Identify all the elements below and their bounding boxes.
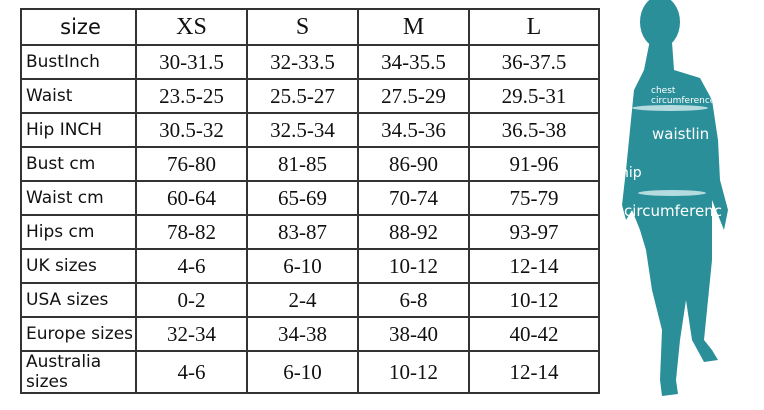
table-cell: 10-12 [357, 350, 470, 394]
table-cell: 78-82 [135, 214, 248, 250]
row-label: BustInch [20, 44, 137, 80]
table-cell: 91-96 [468, 146, 600, 182]
body-silhouette: chest circumference waistlin hip circumf… [600, 0, 764, 406]
hip-circumference-suffix: e [624, 218, 632, 232]
table-cell: 29.5-31 [468, 78, 600, 114]
table-cell: 6-10 [246, 248, 359, 284]
table-cell: 6-10 [246, 350, 359, 394]
row-label: Waist cm [20, 180, 137, 216]
header-size-col: XS [135, 8, 248, 46]
table-cell: 12-14 [468, 350, 600, 394]
table-row: Bust cm 76-80 81-85 86-90 91-96 [20, 146, 600, 182]
table-cell: 30-31.5 [135, 44, 248, 80]
row-label: Hips cm [20, 214, 137, 250]
table-cell: 32.5-34 [246, 112, 359, 148]
header-size: size [20, 8, 137, 46]
table-cell: 60-64 [135, 180, 248, 216]
table-cell: 27.5-29 [357, 78, 470, 114]
silhouette-icon [622, 0, 728, 396]
hip-label: hip [620, 165, 642, 181]
table-cell: 40-42 [468, 316, 600, 352]
header-row: size XS S M L [20, 8, 600, 46]
header-size-col: S [246, 8, 359, 46]
row-label: Australia sizes [20, 350, 137, 394]
table-cell: 76-80 [135, 146, 248, 182]
row-label: Hip INCH [20, 112, 137, 148]
table-cell: 4-6 [135, 248, 248, 284]
table-cell: 70-74 [357, 180, 470, 216]
table-cell: 32-34 [135, 316, 248, 352]
table-cell: 32-33.5 [246, 44, 359, 80]
table-cell: 34-38 [246, 316, 359, 352]
table-cell: 30.5-32 [135, 112, 248, 148]
table-cell: 93-97 [468, 214, 600, 250]
table-cell: 34-35.5 [357, 44, 470, 80]
table-cell: 12-14 [468, 248, 600, 284]
table-cell: 10-12 [468, 282, 600, 318]
table-row: UK sizes 4-6 6-10 10-12 12-14 [20, 248, 600, 284]
chest-label: chest [651, 86, 676, 96]
table-cell: 38-40 [357, 316, 470, 352]
row-label: UK sizes [20, 248, 137, 284]
row-label: Waist [20, 78, 137, 114]
table-cell: 6-8 [357, 282, 470, 318]
header-size-col: L [468, 8, 600, 46]
table-row: BustInch 30-31.5 32-33.5 34-35.5 36-37.5 [20, 44, 600, 80]
table-row: Waist 23.5-25 25.5-27 27.5-29 29.5-31 [20, 78, 600, 114]
circumference-label: circumference [651, 96, 716, 106]
table-cell: 36-37.5 [468, 44, 600, 80]
hip-circumference-label: circumferenc [624, 202, 722, 220]
table-cell: 81-85 [246, 146, 359, 182]
table-row: Hip INCH 30.5-32 32.5-34 34.5-36 36.5-38 [20, 112, 600, 148]
table-row: USA sizes 0-2 2-4 6-8 10-12 [20, 282, 600, 318]
size-chart-table: size XS S M L BustInch 30-31.5 32-33.5 34-35.5 36… [20, 8, 600, 394]
table-cell: 23.5-25 [135, 78, 248, 114]
table-row: Waist cm 60-64 65-69 70-74 75-79 [20, 180, 600, 216]
row-label: Bust cm [20, 146, 137, 182]
table-row: Australia sizes 4-6 6-10 10-12 12-14 [20, 350, 600, 394]
table-cell: 83-87 [246, 214, 359, 250]
table-cell: 0-2 [135, 282, 248, 318]
table-cell: 25.5-27 [246, 78, 359, 114]
table-cell: 10-12 [357, 248, 470, 284]
row-label: Europe sizes [20, 316, 137, 352]
table-cell: 36.5-38 [468, 112, 600, 148]
row-label: USA sizes [20, 282, 137, 318]
waistline-label: waistlin [652, 125, 710, 143]
table-cell: 2-4 [246, 282, 359, 318]
table-cell: 88-92 [357, 214, 470, 250]
table-cell: 86-90 [357, 146, 470, 182]
table-cell: 34.5-36 [357, 112, 470, 148]
table-row: Hips cm 78-82 83-87 88-92 93-97 [20, 214, 600, 250]
table-cell: 4-6 [135, 350, 248, 394]
table-cell: 75-79 [468, 180, 600, 216]
header-size-col: M [357, 8, 470, 46]
table-cell: 65-69 [246, 180, 359, 216]
table-row: Europe sizes 32-34 34-38 38-40 40-42 [20, 316, 600, 352]
